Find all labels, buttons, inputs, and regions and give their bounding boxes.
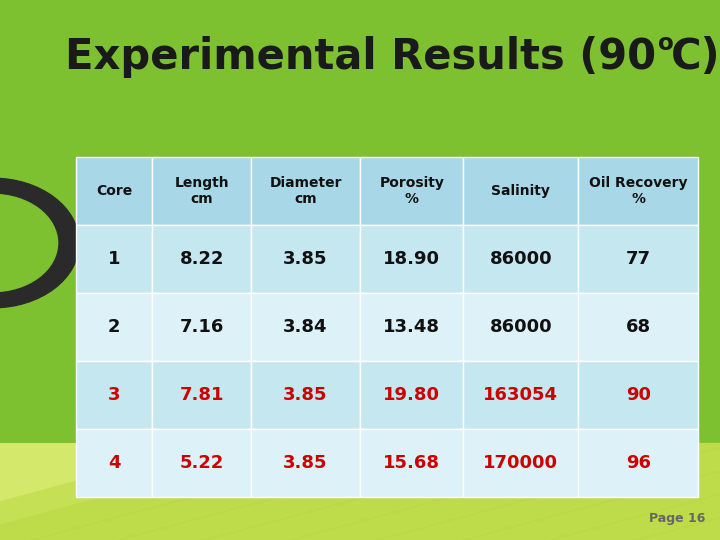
FancyBboxPatch shape: [76, 429, 153, 497]
Text: 7.16: 7.16: [179, 318, 224, 336]
Text: Porosity
%: Porosity %: [379, 176, 444, 206]
Text: 86000: 86000: [490, 249, 552, 268]
Text: Diameter
cm: Diameter cm: [269, 176, 342, 206]
FancyBboxPatch shape: [251, 361, 360, 429]
Text: 77: 77: [626, 249, 651, 268]
Circle shape: [0, 178, 79, 308]
Text: Salinity: Salinity: [492, 184, 550, 198]
Text: 90: 90: [626, 386, 651, 404]
FancyBboxPatch shape: [464, 429, 578, 497]
Text: 86000: 86000: [490, 318, 552, 336]
Text: 3.85: 3.85: [283, 249, 328, 268]
Text: 13.48: 13.48: [383, 318, 440, 336]
FancyBboxPatch shape: [360, 225, 464, 293]
Text: 3: 3: [108, 386, 120, 404]
Text: 3.84: 3.84: [283, 318, 328, 336]
Polygon shape: [115, 443, 655, 540]
Text: 15.68: 15.68: [383, 454, 440, 472]
FancyBboxPatch shape: [360, 361, 464, 429]
Polygon shape: [29, 443, 569, 540]
FancyBboxPatch shape: [76, 157, 153, 225]
FancyBboxPatch shape: [360, 293, 464, 361]
FancyBboxPatch shape: [153, 293, 251, 361]
FancyBboxPatch shape: [153, 361, 251, 429]
FancyBboxPatch shape: [578, 157, 698, 225]
FancyBboxPatch shape: [76, 225, 153, 293]
FancyBboxPatch shape: [578, 293, 698, 361]
FancyBboxPatch shape: [76, 293, 153, 361]
Text: 96: 96: [626, 454, 651, 472]
FancyBboxPatch shape: [251, 293, 360, 361]
Text: 163054: 163054: [483, 386, 558, 404]
FancyBboxPatch shape: [251, 429, 360, 497]
FancyBboxPatch shape: [153, 157, 251, 225]
Text: 18.90: 18.90: [383, 249, 440, 268]
Text: 19.80: 19.80: [383, 386, 440, 404]
Polygon shape: [288, 443, 720, 540]
Polygon shape: [0, 443, 396, 540]
Text: C): C): [671, 36, 720, 78]
Text: 68: 68: [626, 318, 651, 336]
Text: 1: 1: [108, 249, 120, 268]
FancyBboxPatch shape: [76, 361, 153, 429]
FancyBboxPatch shape: [464, 293, 578, 361]
Polygon shape: [0, 443, 482, 540]
Text: o: o: [658, 32, 674, 55]
FancyBboxPatch shape: [360, 429, 464, 497]
Text: Experimental Results (90: Experimental Results (90: [65, 36, 656, 78]
FancyBboxPatch shape: [464, 361, 578, 429]
Text: 5.22: 5.22: [179, 454, 224, 472]
FancyBboxPatch shape: [360, 157, 464, 225]
FancyBboxPatch shape: [153, 225, 251, 293]
Text: Length
cm: Length cm: [174, 176, 229, 206]
Text: 2: 2: [108, 318, 120, 336]
Polygon shape: [461, 443, 720, 540]
FancyBboxPatch shape: [251, 225, 360, 293]
Text: 7.81: 7.81: [179, 386, 224, 404]
Circle shape: [0, 194, 58, 292]
FancyBboxPatch shape: [578, 429, 698, 497]
Text: 4: 4: [108, 454, 120, 472]
FancyBboxPatch shape: [464, 157, 578, 225]
Polygon shape: [202, 443, 720, 540]
Text: 170000: 170000: [483, 454, 558, 472]
FancyBboxPatch shape: [464, 225, 578, 293]
FancyBboxPatch shape: [0, 443, 720, 540]
FancyBboxPatch shape: [578, 225, 698, 293]
Polygon shape: [634, 443, 720, 540]
Text: Core: Core: [96, 184, 132, 198]
FancyBboxPatch shape: [153, 429, 251, 497]
FancyBboxPatch shape: [251, 157, 360, 225]
Text: Page 16: Page 16: [649, 512, 706, 525]
Polygon shape: [547, 443, 720, 540]
Text: 3.85: 3.85: [283, 386, 328, 404]
Text: 8.22: 8.22: [179, 249, 224, 268]
FancyBboxPatch shape: [578, 361, 698, 429]
Text: Oil Recovery
%: Oil Recovery %: [589, 176, 688, 206]
Polygon shape: [374, 443, 720, 540]
Text: 3.85: 3.85: [283, 454, 328, 472]
